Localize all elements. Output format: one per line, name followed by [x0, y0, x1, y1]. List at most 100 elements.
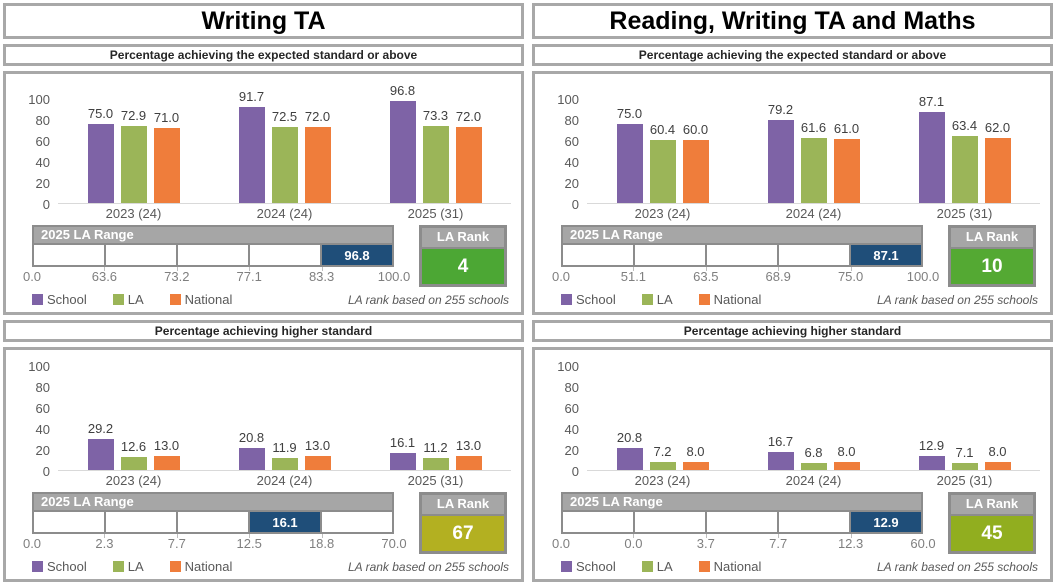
y-axis: 0 20 40 60 80 100: [16, 92, 58, 212]
la-rank-header: LA Rank: [951, 495, 1033, 516]
y-tick-label: 80: [35, 380, 50, 395]
la-rank-note: LA rank based on 255 schools: [348, 560, 509, 574]
plot-area: 0 20 40 60 80 100 20.8 7.2 8.0 16.7 6.8 8.0 12.9 7.1 8…: [545, 354, 1040, 479]
la-range-highlight: 87.1: [851, 245, 921, 265]
category-label: 2024 (24): [256, 205, 313, 221]
la-range-area: 2025 LA Range 16.1 0.0 2.3 7.7 12.5 18.8 70.0 LA…: [16, 492, 511, 554]
bar-value-label: 13.0: [153, 438, 180, 454]
bar-school: [767, 119, 794, 203]
y-axis: 0 20 40 60 80 100: [16, 359, 58, 479]
la-rank-value: 67: [422, 516, 504, 551]
y-tick-label: 0: [42, 197, 50, 212]
y-tick-label: 80: [564, 113, 579, 128]
bar-slot: 71.0: [153, 98, 180, 203]
la-range-scale-label: 0.0: [551, 269, 571, 284]
bar-slot: 29.2: [87, 365, 114, 470]
bar-national: [153, 456, 180, 470]
y-tick-label: 40: [35, 422, 50, 437]
la-range-header: 2025 LA Range: [561, 492, 923, 512]
la-range-header: 2025 LA Range: [32, 225, 394, 245]
la-range-segment: [635, 512, 707, 532]
legend-label: National: [184, 559, 233, 574]
la-range-highlight: 16.1: [250, 512, 322, 532]
bar-la: [800, 138, 827, 203]
scale-tick: [321, 267, 323, 271]
scale-tick: [321, 534, 323, 538]
bar-group: 20.8 7.2 8.0: [587, 365, 738, 470]
bar-value-label: 91.7: [238, 88, 265, 104]
y-axis: 0 20 40 60 80 100: [545, 92, 587, 212]
y-tick-label: 20: [564, 443, 579, 458]
la-rank-header: LA Rank: [422, 228, 504, 249]
bar-slot: 61.6: [800, 98, 827, 203]
la-rank-header: LA Rank: [951, 228, 1033, 249]
category-axis: 2023 (24) 2024 (24) 2025 (31): [587, 204, 1040, 222]
bar-slot: 6.8: [800, 365, 827, 470]
la-range-segment: [563, 512, 635, 532]
bar-slot: 75.0: [616, 98, 643, 203]
legend: School LA National: [561, 559, 761, 574]
legend-swatch-school: [561, 561, 572, 572]
bar-slot: 60.0: [682, 98, 709, 203]
bar-slot: 72.5: [271, 98, 298, 203]
category-axis: 2023 (24) 2024 (24) 2025 (31): [58, 204, 511, 222]
la-range-segment: [779, 512, 851, 532]
legend-item-national: National: [698, 292, 761, 307]
legend-swatch-la: [112, 561, 124, 572]
bar-value-label: 11.9: [272, 439, 297, 455]
legend-item-school: School: [561, 559, 616, 574]
plot-area: 0 20 40 60 80 100 75.0 72.9 71.0 91.7 72.5 72.0 96.8…: [16, 78, 511, 212]
scale-tick: [104, 267, 106, 271]
legend: School LA National: [561, 292, 761, 307]
la-range-scale-label: 18.8: [308, 536, 335, 551]
legend-label: School: [47, 559, 87, 574]
bar-value-label: 72.0: [455, 109, 482, 125]
bar-school: [238, 106, 265, 203]
la-range-scale-label: 77.1: [236, 269, 262, 284]
legend-swatch-school: [32, 561, 43, 572]
bar-slot: 8.0: [984, 365, 1011, 470]
la-rank-value: 4: [422, 249, 504, 284]
scale-tick: [633, 267, 635, 271]
bar-la: [422, 126, 449, 203]
bar-group: 91.7 72.5 72.0: [209, 89, 360, 203]
bar-slot: 91.7: [238, 89, 265, 203]
bar-value-label: 61.0: [833, 120, 860, 136]
bar-value-label: 20.8: [616, 430, 643, 446]
bar-value-label: 71.0: [153, 110, 180, 126]
plot-grid: 75.0 72.9 71.0 91.7 72.5 72.0 96.8 73.3 72.0: [58, 84, 511, 204]
la-range-scale-label: 68.9: [765, 269, 791, 284]
la-rank-header: LA Rank: [422, 495, 504, 516]
panel-writing-ta: Writing TA Percentage achieving the expe…: [3, 3, 524, 582]
category-label: 2025 (31): [936, 472, 993, 488]
la-range-segment: [106, 245, 178, 265]
bar-slot: 72.9: [120, 98, 147, 203]
bar-slot: 7.1: [951, 365, 978, 470]
bar-value-label: 72.9: [120, 108, 147, 124]
scale-tick: [705, 267, 707, 271]
chart-writing-expected: 0 20 40 60 80 100 75.0 72.9 71.0 91.7 72.5 72.0 96.8…: [3, 71, 524, 315]
legend-swatch-la: [641, 294, 653, 305]
bar-group: 16.1 11.2 13.0: [360, 365, 511, 470]
la-range-scale-label: 83.3: [308, 269, 335, 284]
legend-swatch-national: [698, 294, 710, 305]
la-range-scale-label: 7.7: [769, 536, 788, 551]
la-range-block: 2025 LA Range 16.1 0.0 2.3 7.7 12.5 18.8 70.0: [23, 492, 407, 551]
scale-tick: [633, 534, 635, 538]
bar-value-label: 8.0: [686, 443, 705, 459]
panel-title: Reading, Writing TA and Maths: [532, 3, 1053, 39]
y-tick-label: 100: [557, 92, 579, 107]
bar-slot: 7.2: [649, 365, 676, 470]
legend-label: LA: [656, 292, 673, 307]
y-axis: 0 20 40 60 80 100: [545, 359, 587, 479]
bar-school: [87, 439, 114, 470]
bar-slot: 16.1: [389, 365, 416, 470]
bar-value-label: 63.4: [951, 118, 978, 134]
la-range-scale-label: 100.0: [377, 269, 411, 284]
panel-rwm: Reading, Writing TA and Maths Percentage…: [532, 3, 1053, 582]
la-range-scale-label: 0.0: [22, 536, 42, 551]
plot-grid: 75.0 60.4 60.0 79.2 61.6 61.0 87.1 63.4 62.0: [587, 94, 1040, 204]
la-range-area: 2025 LA Range 87.1 0.0 51.1 63.5 68.9 75.0 100.…: [545, 225, 1040, 287]
la-range-scale-label: 0.0: [624, 536, 643, 551]
la-range-scale-label: 75.0: [837, 269, 864, 284]
